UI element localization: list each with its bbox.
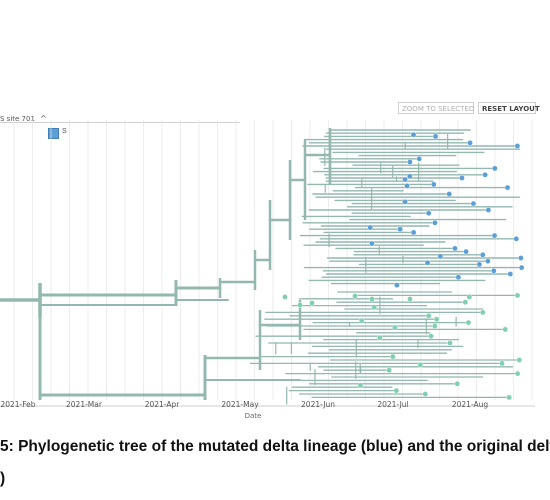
phylogeny-panel: S site 701 ^ S ZOOM TO SELECTED RESET LA… xyxy=(0,100,550,420)
tip-node xyxy=(455,274,462,280)
tip-node xyxy=(392,324,398,331)
tip-node xyxy=(485,207,492,213)
grid-lines xyxy=(13,120,533,400)
tip-node xyxy=(514,292,521,299)
tip-node xyxy=(282,294,288,300)
tip-node xyxy=(479,251,486,258)
tip-node xyxy=(424,259,431,266)
tip-node xyxy=(432,220,438,226)
tip-node xyxy=(402,176,408,183)
tip-node xyxy=(386,367,392,374)
tip-node xyxy=(358,317,365,324)
tip-node xyxy=(428,333,434,339)
tip-node xyxy=(369,296,375,302)
tip-node xyxy=(367,224,373,231)
tip-node xyxy=(491,267,497,274)
tip-node xyxy=(416,156,422,162)
tip-node xyxy=(309,300,315,306)
tip-node xyxy=(432,133,439,140)
tip-node xyxy=(430,181,437,188)
tip-node xyxy=(514,370,521,377)
tip-node xyxy=(410,229,417,236)
chevron-up-icon[interactable]: ^ xyxy=(40,114,47,123)
legend-divider xyxy=(0,122,240,123)
tip-node xyxy=(518,264,525,271)
tip-node xyxy=(407,296,413,302)
x-axis: 2021-Feb 2021-Mar 2021-Apr 2021-May 2021-Jun… xyxy=(0,400,535,420)
tip-node xyxy=(467,140,473,146)
tip-node xyxy=(447,340,453,346)
tip-node xyxy=(513,235,520,242)
tip-node xyxy=(352,293,358,299)
tip-node xyxy=(402,199,408,205)
x-axis-label: Date xyxy=(245,412,262,420)
tip-node xyxy=(499,360,505,367)
tip-node xyxy=(404,183,410,189)
tip-node xyxy=(506,394,512,401)
tip-node xyxy=(446,191,452,197)
tip-node xyxy=(425,312,432,319)
tip-node xyxy=(516,357,523,363)
figure-caption: 5: Phylogenetic tree of the mutated delt… xyxy=(0,438,550,455)
tip-node xyxy=(371,304,377,310)
x-tick-label: 2021-Feb xyxy=(0,400,35,409)
x-tick-label: 2021-Aug xyxy=(452,400,489,409)
x-tick-label: 2021-Jul xyxy=(377,400,408,409)
tip-node xyxy=(417,362,424,368)
tip-node xyxy=(470,200,477,207)
tip-node xyxy=(504,184,511,191)
tree-tips xyxy=(282,131,525,401)
tip-node xyxy=(518,255,524,261)
tip-node xyxy=(463,248,469,255)
tip-node xyxy=(476,261,483,268)
tree-branches xyxy=(0,128,523,405)
legend-swatch-s[interactable] xyxy=(48,128,59,139)
tip-node xyxy=(514,143,521,149)
tip-node xyxy=(431,323,438,329)
x-axis-ticks: 2021-Feb 2021-Mar 2021-Apr 2021-May 2021-Jun… xyxy=(0,400,488,409)
tip-node xyxy=(462,299,469,305)
tip-node xyxy=(394,282,400,288)
tip-node xyxy=(479,309,486,316)
zoom-to-selected-button[interactable]: ZOOM TO SELECTED xyxy=(398,102,474,114)
figure-caption-continued: ) xyxy=(0,470,6,487)
tip-node xyxy=(407,159,413,165)
tip-node xyxy=(507,271,514,277)
tip-node xyxy=(390,353,396,360)
tip-node xyxy=(492,165,498,172)
tip-node xyxy=(482,172,488,178)
x-tick-label: 2021-Apr xyxy=(145,400,181,409)
tip-node xyxy=(485,258,491,264)
x-tick-label: 2021-Mar xyxy=(66,400,103,409)
tip-node xyxy=(491,232,498,239)
tip-node xyxy=(397,226,403,232)
tip-node xyxy=(297,302,303,308)
legend-title[interactable]: S site 701 ^ xyxy=(0,114,47,123)
tip-node xyxy=(454,380,461,387)
tip-node xyxy=(433,316,440,322)
tip-node xyxy=(369,240,375,247)
tip-node xyxy=(459,175,465,181)
tip-node xyxy=(502,326,509,333)
tip-node xyxy=(357,382,364,389)
tip-node xyxy=(406,173,413,180)
tip-node xyxy=(425,210,432,216)
tip-node xyxy=(393,387,400,394)
x-tick-label: 2021-Jun xyxy=(301,400,335,409)
tip-node xyxy=(452,245,458,252)
reset-layout-button[interactable]: RESET LAYOUT xyxy=(478,102,540,114)
phylogenetic-tree[interactable]: 2021-Feb 2021-Mar 2021-Apr 2021-May 2021-Jun… xyxy=(0,100,550,420)
x-tick-label: 2021-May xyxy=(221,400,259,409)
tip-node xyxy=(422,391,429,397)
tip-node xyxy=(437,253,444,260)
tip-node xyxy=(465,319,472,326)
legend-label-s: S xyxy=(62,128,67,135)
tip-node xyxy=(466,294,473,300)
tip-node xyxy=(377,334,383,341)
tip-node xyxy=(410,131,417,138)
legend-title-text: S site 701 xyxy=(0,115,35,123)
